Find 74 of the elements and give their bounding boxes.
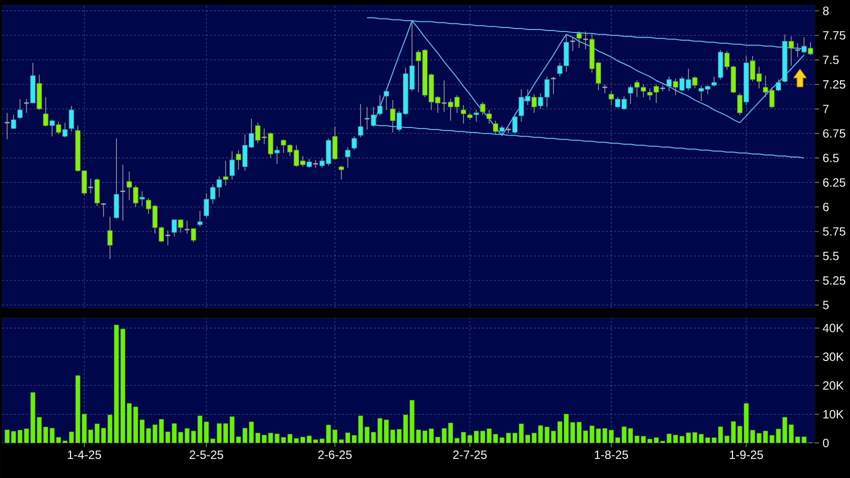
candlestick: [486, 110, 492, 124]
y-tick-label: 6: [823, 202, 829, 212]
candlestick: [17, 98, 23, 120]
candlestick: [114, 138, 120, 220]
candlestick: [338, 165, 344, 180]
candlestick: [43, 96, 48, 127]
y-tick-label: 5.75: [823, 227, 846, 236]
candlestick: [172, 219, 177, 237]
y-tick-label: 6.25: [823, 178, 846, 187]
candlestick: [608, 90, 614, 106]
candlestick: [274, 146, 280, 164]
candlestick: [788, 36, 794, 66]
x-tick-label: 2-5-25: [190, 450, 224, 459]
candlestick: [68, 106, 74, 132]
candlestick: [178, 219, 184, 233]
y-tick-label: 30K: [822, 352, 844, 361]
candlestick: [377, 94, 383, 116]
candlestick: [390, 100, 396, 133]
candlestick: [229, 150, 235, 180]
candlestick: [345, 146, 350, 168]
candlestick: [628, 84, 634, 104]
candlestick: [480, 102, 486, 116]
candlestick: [223, 160, 228, 186]
candlestick: [332, 126, 338, 160]
candlestick: [384, 88, 389, 110]
candlestick: [236, 150, 242, 170]
candlestick: [312, 160, 319, 168]
candlestick: [358, 104, 364, 138]
candlestick: [776, 79, 782, 92]
x-tick-label: 2-7-25: [453, 450, 487, 459]
candlestick: [107, 216, 113, 260]
candlestick: [460, 104, 466, 124]
candlestick: [711, 76, 717, 87]
candlestick: [62, 122, 68, 138]
candlestick: [4, 112, 10, 140]
y-tick-label: 7.5: [823, 56, 839, 64]
candlestick: [197, 210, 203, 227]
x-tick-label: 2-6-25: [318, 450, 352, 459]
candlestick: [364, 106, 370, 130]
candlestick: [737, 92, 742, 116]
candlestick: [808, 42, 814, 56]
candlestick: [50, 119, 55, 137]
candlestick: [602, 84, 608, 94]
candlestick: [576, 31, 582, 49]
candlestick: [692, 76, 698, 89]
candlestick: [88, 178, 94, 194]
y-tick-label: 10K: [823, 410, 844, 418]
candlestick: [474, 110, 479, 122]
y-tick-label: 40K: [822, 324, 844, 332]
x-tick-label: 1-9-25: [730, 450, 764, 459]
candlestick: [139, 190, 145, 206]
candlestick: [532, 94, 537, 114]
candlestick: [666, 76, 672, 92]
y-tick-label: 6.75: [823, 129, 846, 138]
y-tick-label: 7: [823, 104, 829, 114]
y-tick-label: 5.25: [823, 276, 846, 285]
x-tick-label: 1-8-25: [594, 450, 628, 459]
candlestick: [570, 36, 576, 52]
candlestick: [352, 136, 357, 151]
y-tick-label: 0: [823, 438, 829, 448]
candlestick: [56, 121, 62, 135]
y-tick-label: 5: [823, 300, 829, 310]
y-tick-label: 6.5: [823, 154, 839, 162]
candlestick: [120, 164, 126, 222]
y-tick-label: 20K: [823, 381, 844, 390]
x-tick-label: 1-4-25: [68, 450, 102, 459]
candlestick: [582, 31, 589, 50]
y-tick-label: 5.5: [823, 252, 839, 260]
y-tick-label: 7.25: [823, 80, 846, 89]
candlestick: [492, 120, 498, 134]
y-tick-label: 7.75: [823, 31, 846, 40]
candlestick: [261, 128, 268, 145]
candlestick: [672, 78, 678, 96]
y-tick-label: 8: [823, 6, 829, 16]
